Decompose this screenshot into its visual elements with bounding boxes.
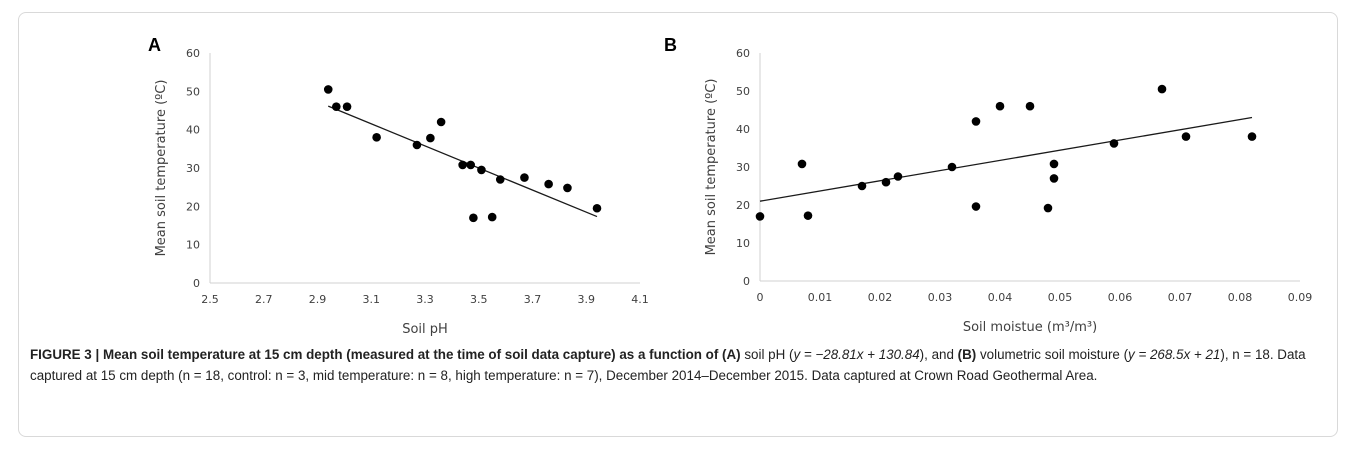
x-tick-label: 3.7 <box>524 293 542 306</box>
x-tick-label: 0 <box>757 291 764 304</box>
panel-label-b: B <box>664 35 677 55</box>
y-tick-label: 10 <box>736 237 750 250</box>
trendline <box>759 116 1253 202</box>
data-point <box>1049 159 1059 169</box>
x-tick-label: 3.3 <box>416 293 434 306</box>
data-point <box>947 162 957 172</box>
data-point <box>466 160 475 170</box>
x-tick-label: 0.08 <box>1228 291 1253 304</box>
data-point <box>1025 101 1035 111</box>
y-axis-title: Mean soil temperature (ºC) <box>704 79 719 256</box>
data-point <box>971 202 981 211</box>
x-tick-label: 0.09 <box>1288 291 1313 304</box>
data-point <box>797 159 807 169</box>
caption-a-text: soil pH ( <box>740 347 794 362</box>
x-tick-label: 0.01 <box>808 291 833 304</box>
y-tick-label: 60 <box>186 47 200 60</box>
x-axis-title: Soil moistue (m³/m³) <box>963 320 1097 335</box>
figure-frame <box>18 12 1338 437</box>
x-tick-label: 2.9 <box>309 293 327 306</box>
data-point <box>1247 132 1257 141</box>
data-point <box>755 212 765 221</box>
x-tick-label: 3.5 <box>470 293 488 306</box>
data-point <box>342 102 352 111</box>
data-point <box>412 140 422 150</box>
y-tick-label: 0 <box>743 275 750 288</box>
data-point <box>1043 203 1053 213</box>
data-point <box>881 177 891 187</box>
chart-a: 0 10 20 30 40 50 60 2.5 2.7 2.9 3.1 3.3 3.5 3.7 3.9 4.1… <box>154 47 649 337</box>
x-tick-label: 2.7 <box>255 293 273 306</box>
y-tick-label: 50 <box>186 85 200 98</box>
y-tick-label: 30 <box>186 162 200 175</box>
data-point <box>458 160 467 170</box>
data-point <box>520 173 529 182</box>
y-tick-label: 10 <box>186 239 200 252</box>
data-point <box>426 133 435 143</box>
y-tick-label: 40 <box>736 123 750 136</box>
data-point <box>592 203 602 213</box>
caption-b-equation: y = 268.5x + 21 <box>1128 347 1221 362</box>
x-tick-label: 0.05 <box>1048 291 1073 304</box>
data-point <box>495 175 505 184</box>
y-tick-label: 0 <box>193 277 200 290</box>
y-tick-label: 40 <box>186 124 200 137</box>
data-point <box>803 211 813 220</box>
caption-a-equation: y = −28.81x + 130.84 <box>793 347 920 362</box>
caption-ref-a: (A) <box>722 347 741 362</box>
data-point <box>477 165 486 175</box>
y-tick-label: 20 <box>736 199 750 212</box>
x-tick-label: 0.02 <box>868 291 893 304</box>
x-tick-label: 0.03 <box>928 291 953 304</box>
chart-b: 0 10 20 30 40 50 60 0 0.01 0.02 0.03 0.04 0.05 0.06 0.… <box>704 47 1313 335</box>
caption-n-text: ), n = 18. Data captured at 15 cm depth … <box>30 347 1306 383</box>
data-point <box>563 183 572 193</box>
data-point <box>1157 84 1167 94</box>
y-tick-label: 20 <box>186 200 200 213</box>
caption-title: FIGURE 3 | Mean soil temperature at 15 c… <box>30 347 723 362</box>
data-point <box>544 179 553 189</box>
data-point <box>857 181 867 191</box>
y-tick-label: 30 <box>736 161 750 174</box>
x-axis-title: Soil pH <box>402 322 448 337</box>
caption-ref-b: (B) <box>957 347 977 362</box>
data-point <box>995 101 1005 111</box>
data-point <box>1109 139 1119 148</box>
caption-b-text: volumetric soil moisture ( <box>976 347 1129 362</box>
x-tick-label: 0.04 <box>988 291 1013 304</box>
x-tick-label: 2.5 <box>201 293 219 306</box>
caption-mid: ), and <box>919 347 958 362</box>
x-tick-label: 3.9 <box>578 293 596 306</box>
data-point <box>323 85 333 94</box>
x-tick-label: 0.06 <box>1108 291 1133 304</box>
data-point <box>1181 132 1191 141</box>
y-axis-title: Mean soil temperature (ºC) <box>154 80 169 257</box>
x-tick-label: 3.1 <box>363 293 381 306</box>
x-tick-label: 0.07 <box>1168 291 1193 304</box>
y-tick-label: 50 <box>736 85 750 98</box>
data-point <box>1049 174 1059 183</box>
data-point <box>971 117 981 126</box>
figure-caption: FIGURE 3 | Mean soil temperature at 15 c… <box>30 344 1330 386</box>
panel-label-a: A <box>148 35 161 55</box>
data-point <box>436 117 446 127</box>
y-tick-label: 60 <box>736 47 750 60</box>
data-point <box>893 172 903 181</box>
data-point <box>487 212 497 222</box>
data-point <box>372 133 381 142</box>
data-point <box>332 102 341 111</box>
x-tick-label: 4.1 <box>631 293 649 306</box>
data-point <box>469 213 478 223</box>
